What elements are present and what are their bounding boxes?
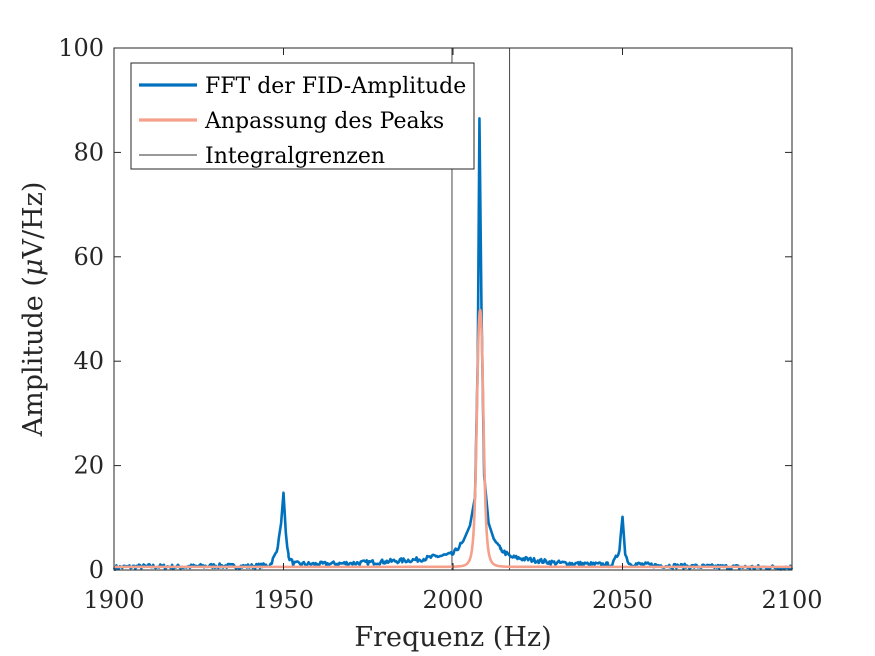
y-tick-label-20: 20 (73, 452, 104, 480)
y-tick-label-0: 0 (89, 556, 104, 584)
y-tick-label-40: 40 (73, 347, 104, 375)
axes-layer: 1900 1950 2000 2050 2100 0 20 40 60 80 100 (58, 34, 822, 614)
legend-entry-limits-label: Integralgrenzen (205, 144, 385, 169)
y-axis-title-mu: μ (18, 259, 49, 277)
y-axis-title-prefix: Amplitude ( (18, 276, 49, 437)
y-tick-label-80: 80 (73, 138, 104, 166)
legend-box (130, 62, 475, 170)
y-tick-label-100: 100 (58, 34, 104, 62)
legend: FFT der FID-Amplitude Anpassung des Peaks… (130, 62, 475, 170)
x-tick-label-2000: 2000 (422, 586, 483, 614)
x-tick-label-1950: 1950 (253, 586, 314, 614)
y-axis-title-suffix: V/Hz) (18, 182, 49, 260)
x-tick-label-2050: 2050 (592, 586, 653, 614)
x-axis-title: Frequenz (Hz) (354, 622, 551, 653)
x-tick-label-2100: 2100 (761, 586, 822, 614)
y-tick-label-60: 60 (73, 243, 104, 271)
legend-entry-fit-label: Anpassung des Peaks (204, 109, 444, 134)
x-tick-label-1900: 1900 (83, 586, 144, 614)
legend-entry-fft-label: FFT der FID-Amplitude (205, 74, 466, 99)
y-axis-title: Amplitude (μV/Hz) (18, 182, 49, 438)
